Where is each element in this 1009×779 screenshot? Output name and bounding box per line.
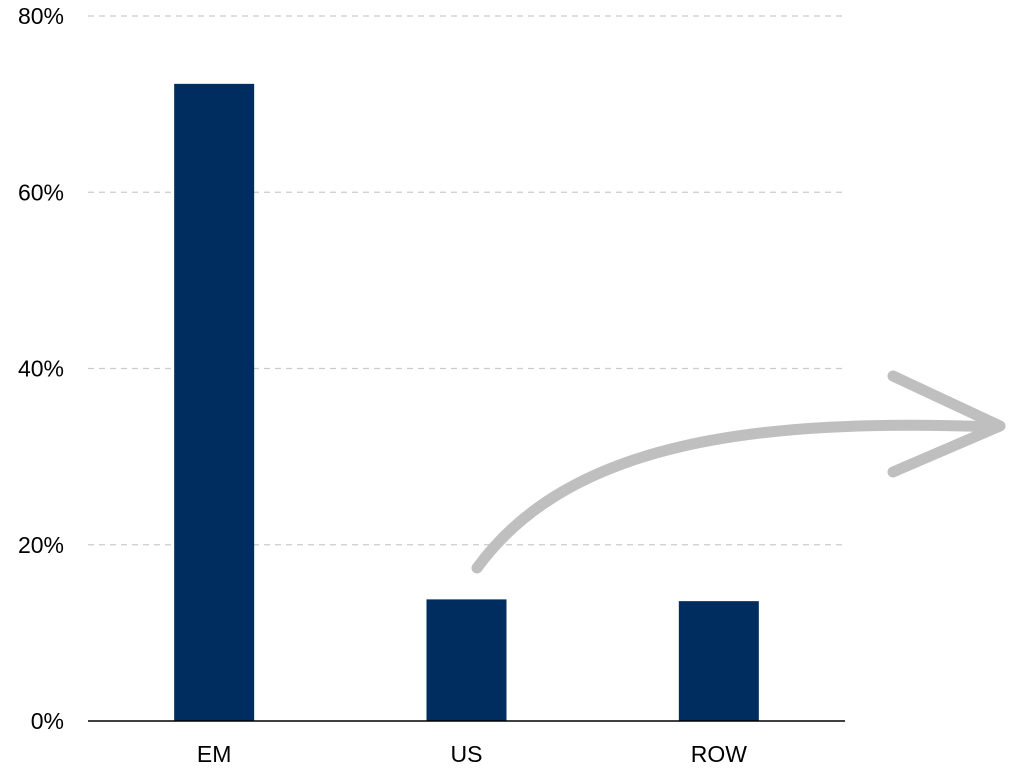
curved-arrow-annotation (471, 370, 1006, 574)
arrow-shaft (471, 419, 1004, 574)
x-tick-label: ROW (691, 741, 748, 767)
y-axis-tick-labels: 0% 20% 40% 60% 80% (18, 3, 64, 734)
y-tick-label: 60% (18, 179, 64, 205)
x-tick-label: US (451, 741, 483, 767)
y-tick-label: 20% (18, 532, 64, 558)
arrow-head (887, 370, 1006, 478)
bar-em (174, 83, 255, 721)
y-tick-label: 80% (18, 3, 64, 29)
y-tick-label: 0% (31, 708, 64, 734)
bar-us (426, 599, 507, 721)
y-tick-label: 40% (18, 356, 64, 382)
x-axis-tick-labels: EM US ROW (197, 741, 747, 767)
bars (174, 83, 759, 721)
bar-row (678, 601, 759, 721)
x-tick-label: EM (197, 741, 232, 767)
